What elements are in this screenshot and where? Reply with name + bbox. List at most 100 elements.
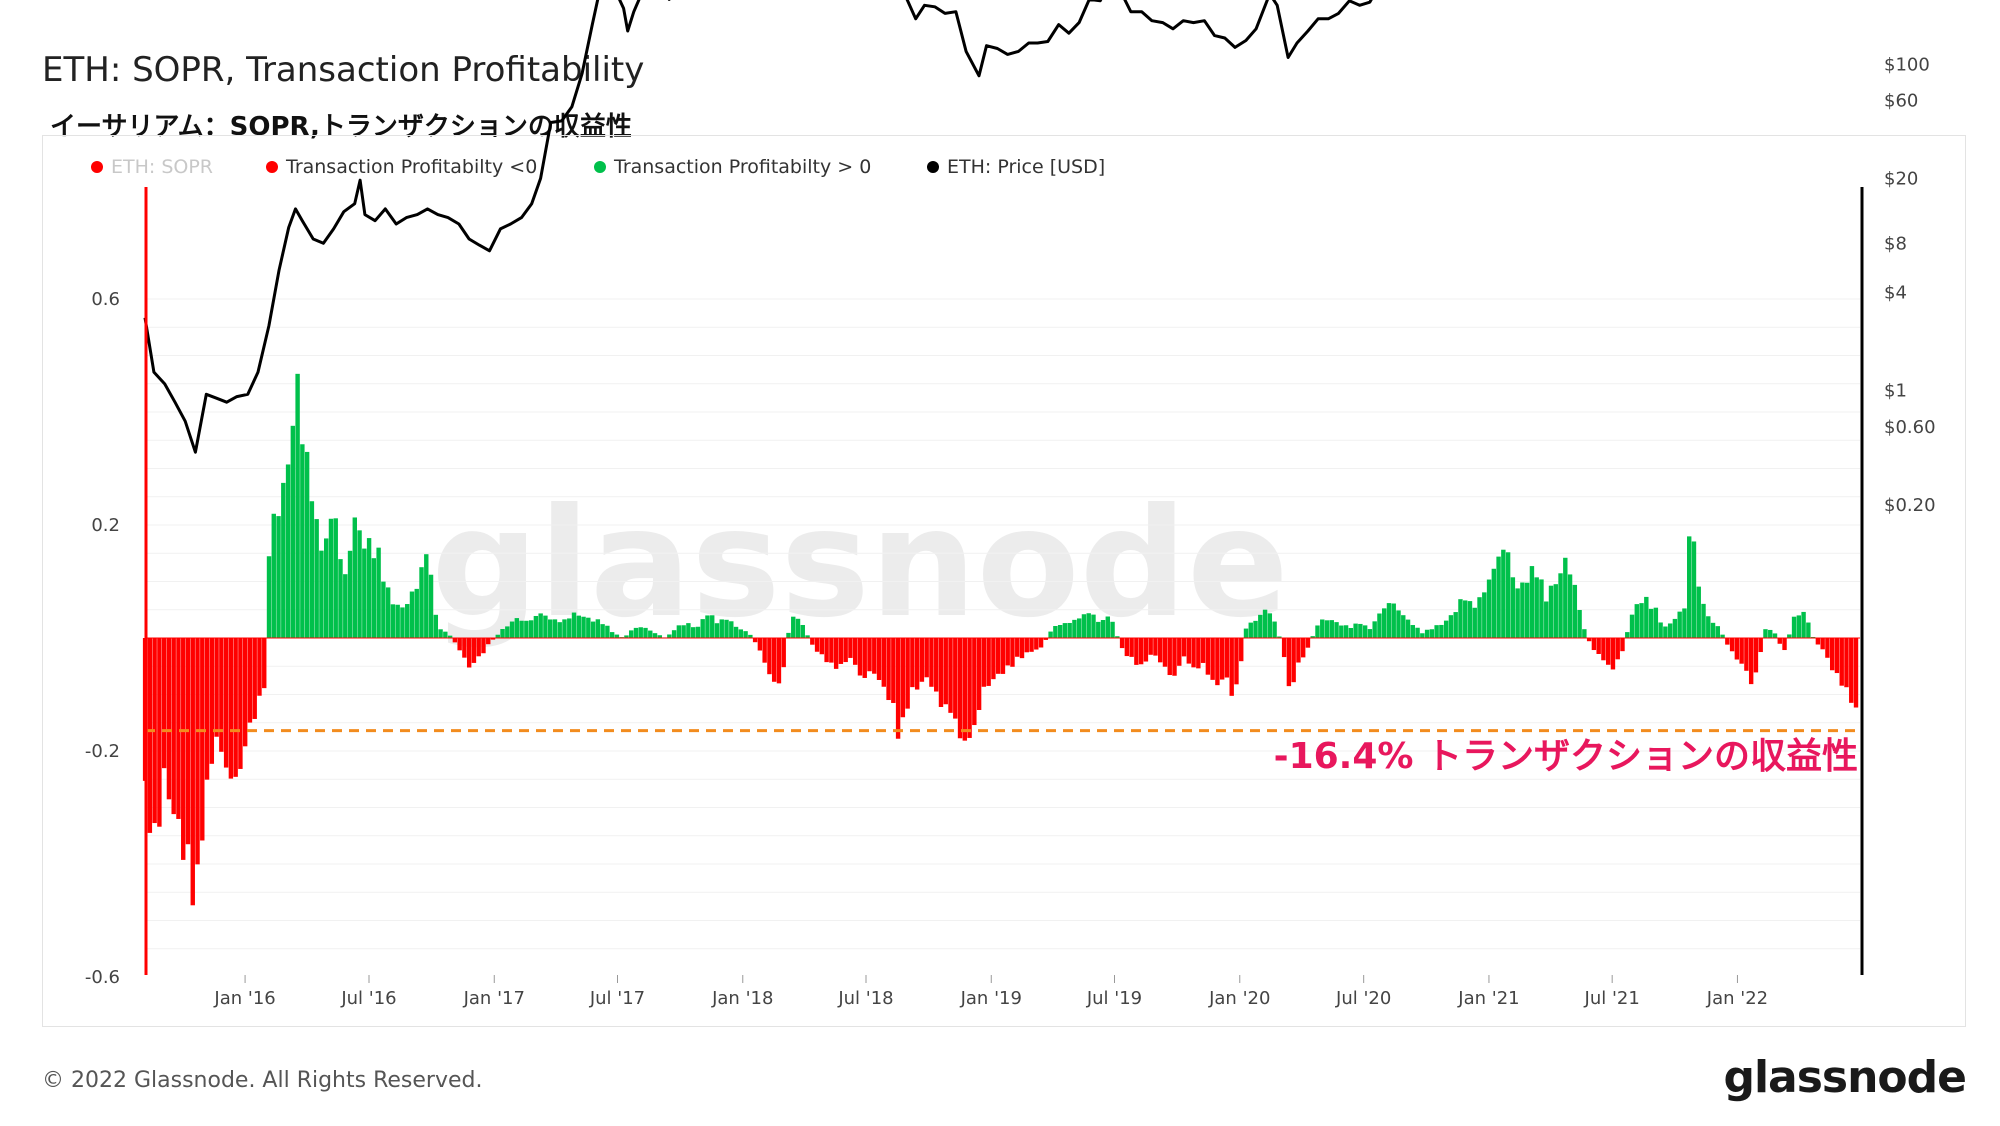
profitability-bar [900,638,906,718]
profitability-bar [538,613,543,638]
profitability-bar [281,482,286,638]
profitability-bar [614,634,620,638]
profitability-bar [724,619,729,638]
profitability-bar [800,624,805,638]
y-right-tick: $8 [1884,233,1907,254]
profitability-bar [853,638,858,665]
profitability-bar [1029,638,1034,652]
profitability-bar [1720,634,1725,638]
profitability-bar [1258,614,1263,638]
profitability-bar [419,567,424,638]
profitability-bar [528,620,534,638]
profitability-bar [1091,614,1096,638]
profitability-bar [233,638,238,777]
profitability-bar [867,638,872,672]
profitability-bar [1138,638,1144,665]
profitability-bar [1062,623,1068,638]
profitability-bar [1672,618,1678,638]
profitability-bar [1358,623,1363,638]
profitability-bar [700,619,705,638]
y-right-ticks: $6k$2k$800$400$100$60$20$8$4$1$0.60$0.20 [1884,54,1936,515]
profitability-bar [1834,638,1840,674]
glassnode-logo: glassnode [1723,1052,1967,1103]
profitability-bar [1339,625,1344,638]
profitability-bar [1772,633,1778,638]
profitability-bar [476,638,481,657]
profitability-bar [1791,616,1797,638]
x-tick-label: Jan '18 [711,988,773,1009]
y-left-tick: 0.6 [91,289,120,310]
profitability-bar [690,627,696,638]
profitability-bar [567,618,572,638]
profitability-bar [686,623,691,638]
profitability-bar [381,581,386,638]
profitability-bar [481,638,486,654]
profitability-bar [1687,536,1692,638]
profitability-bar [948,638,953,713]
profitability-bar [1472,607,1477,638]
profitability-bar [1153,638,1158,656]
profitability-bar [214,638,219,737]
profitability-bar [1548,585,1554,638]
profitability-bar [543,615,548,638]
profitability-bar [1177,638,1182,666]
profitability-bar [934,638,939,692]
profitability-bar [219,638,224,752]
profitability-bar [257,638,262,696]
profitability-bar [1620,638,1625,652]
profitability-bar [805,635,810,638]
profitability-bar [1191,638,1196,668]
profitability-bar [1429,629,1435,638]
y-right-tick: $4 [1884,282,1907,303]
profitability-bar [1715,626,1721,638]
profitability-bar [819,638,825,655]
profitability-bar [886,638,891,701]
profitability-bar [562,619,567,638]
profitability-bar [1096,621,1101,638]
profitability-bar [671,630,677,638]
profitability-bar [252,638,257,719]
profitability-bar [1224,638,1230,678]
profitability-bar [1644,596,1649,638]
profitability-bar [338,559,343,638]
profitability-bars [142,373,1859,906]
profitability-bar [1272,621,1277,638]
profitability-bar [1296,638,1301,663]
profitability-bar [743,631,748,638]
profitability-bar [881,638,886,687]
profitability-bar [609,632,615,638]
profitability-bar [581,616,586,638]
x-tick-label: Jul '19 [1086,988,1142,1009]
profitability-bar [1801,611,1806,638]
profitability-bar [452,638,458,643]
profitability-bar [223,638,229,768]
profitability-bar [848,638,853,658]
profitability-bar [390,604,396,638]
profitability-bar [371,558,377,638]
profitability-bar [495,634,500,638]
profitability-bar [1753,638,1759,673]
profitability-bar [271,513,276,638]
profitability-bar [1334,622,1339,638]
profitability-bar [1148,638,1153,655]
profitability-bar [1663,626,1668,638]
profitability-bar [295,373,300,638]
profitability-bar [304,451,310,638]
profitability-bar [466,638,472,668]
profitability-bar [924,638,929,678]
profitability-bar [171,638,176,815]
y-right-tick: $60 [1884,91,1918,112]
profitability-bar [938,638,944,707]
profitability-bar [1105,616,1110,638]
profitability-bar [1505,552,1511,638]
profitability-bar [1300,638,1306,658]
y-left-ticks: 0.6 0.2 -0.2 -0.6 [85,289,120,988]
profitability-bar [795,618,801,638]
profitability-bar [1825,638,1830,658]
profitability-bar [357,530,362,638]
profitability-bar [319,550,324,638]
profitability-bar [309,501,315,638]
profitability-bar [557,622,562,638]
profitability-bar [1524,582,1530,638]
profitability-bar [1734,638,1740,660]
